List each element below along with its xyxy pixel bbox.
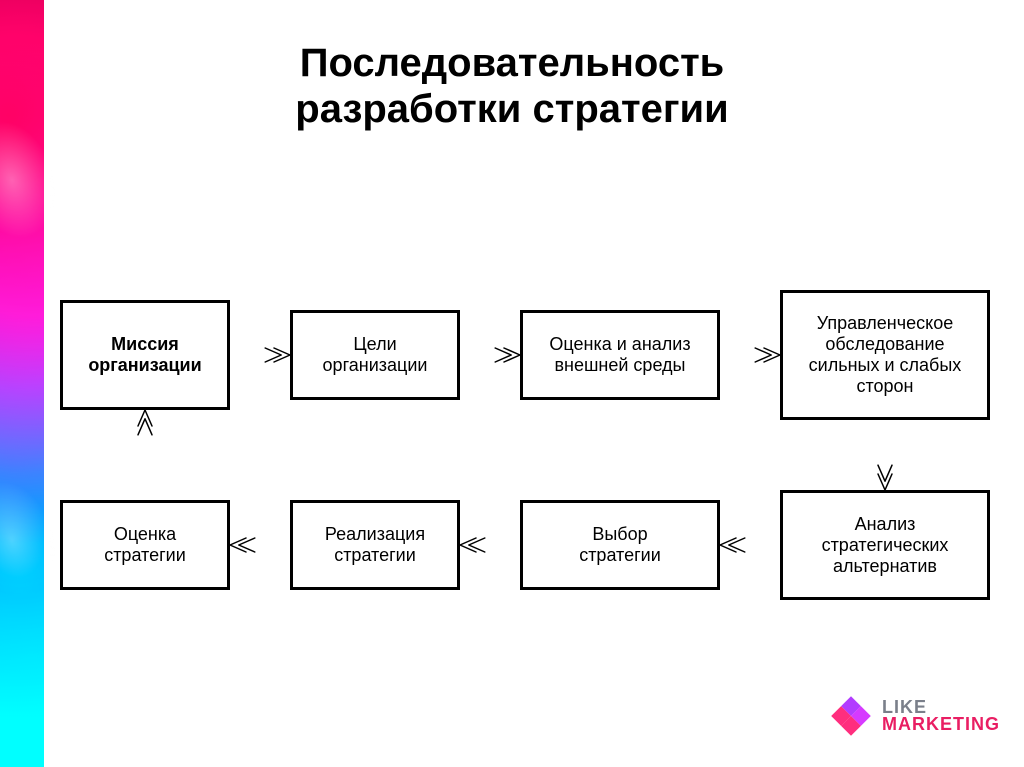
logo-line2: MARKETING bbox=[882, 716, 1000, 733]
flow-edge-env-to-audit bbox=[755, 348, 780, 362]
flow-edge-mission-to-goals bbox=[265, 348, 290, 362]
flow-edge-audit-to-altern bbox=[878, 465, 892, 490]
flow-edge-goals-to-env bbox=[495, 348, 520, 362]
flow-edge-impl-to-eval bbox=[230, 538, 255, 552]
flow-edge-choice-to-impl bbox=[460, 538, 485, 552]
flow-edges-layer bbox=[0, 0, 1024, 767]
flow-edge-altern-to-choice bbox=[720, 538, 745, 552]
logo-diamond-icon bbox=[830, 695, 872, 737]
logo-text: LIKE MARKETING bbox=[882, 699, 1000, 733]
flow-edge-eval-to-mission bbox=[138, 410, 152, 435]
brand-logo: LIKE MARKETING bbox=[830, 695, 1000, 737]
stage: Последовательность разработки стратегии … bbox=[0, 0, 1024, 767]
